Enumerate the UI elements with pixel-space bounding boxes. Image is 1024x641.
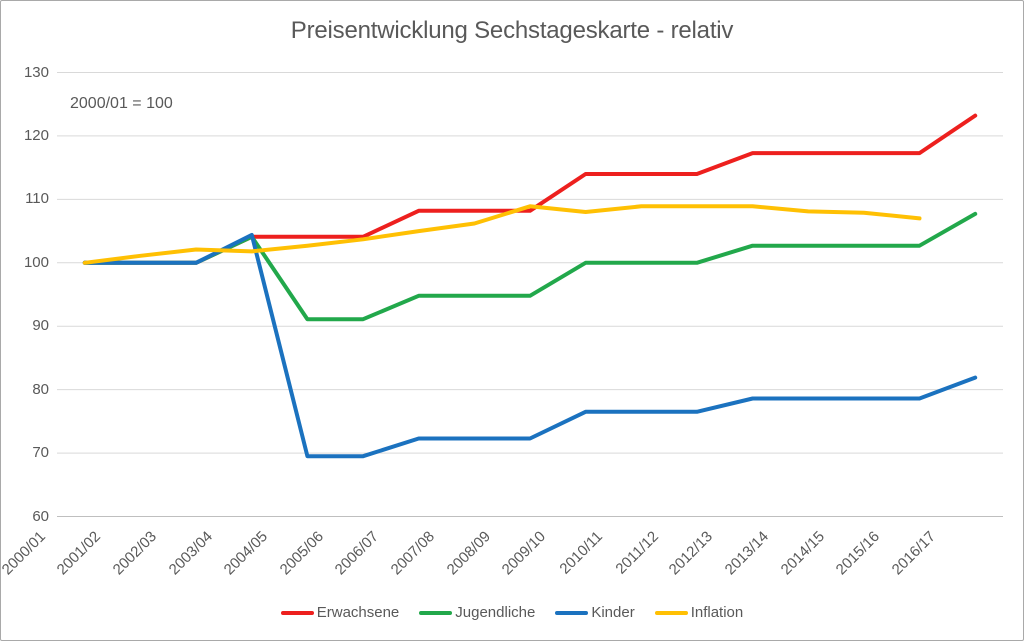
legend-item-kinder: Kinder xyxy=(555,604,635,621)
base-year-annotation: 2000/01 = 100 xyxy=(70,95,173,112)
legend-line-swatch xyxy=(555,610,589,615)
legend-item-erwachsene: Erwachsene xyxy=(280,604,400,621)
legend-label: Erwachsene xyxy=(316,604,400,621)
legend-line-swatch xyxy=(280,610,314,615)
series-line-erwachsene xyxy=(82,113,978,265)
y-tick-label: 90 xyxy=(32,317,49,335)
legend-item-jugendliche: Jugendliche xyxy=(419,604,535,621)
series-line-inflation xyxy=(82,204,922,265)
legend-label: Kinder xyxy=(591,604,635,621)
chart-title: Preisentwicklung Sechstageskarte - relat… xyxy=(290,17,734,44)
y-tick-label: 60 xyxy=(32,507,49,525)
legend: Erwachsene Jugendliche Kinder Inflation xyxy=(1,604,1023,621)
legend-line-swatch xyxy=(419,610,453,615)
series-line-jugendliche xyxy=(82,211,978,322)
legend-line-swatch xyxy=(654,610,688,615)
legend-item-inflation: Inflation xyxy=(654,604,744,621)
y-tick-label: 80 xyxy=(32,380,49,398)
series-line-kinder xyxy=(82,232,978,459)
y-tick-label: 130 xyxy=(23,63,49,81)
y-tick-label: 110 xyxy=(25,190,49,208)
y-tick-label: 100 xyxy=(23,253,49,271)
y-tick-label: 70 xyxy=(32,444,49,462)
legend-label: Jugendliche xyxy=(455,604,536,621)
y-tick-label: 120 xyxy=(23,126,49,144)
legend-label: Inflation xyxy=(690,604,744,621)
